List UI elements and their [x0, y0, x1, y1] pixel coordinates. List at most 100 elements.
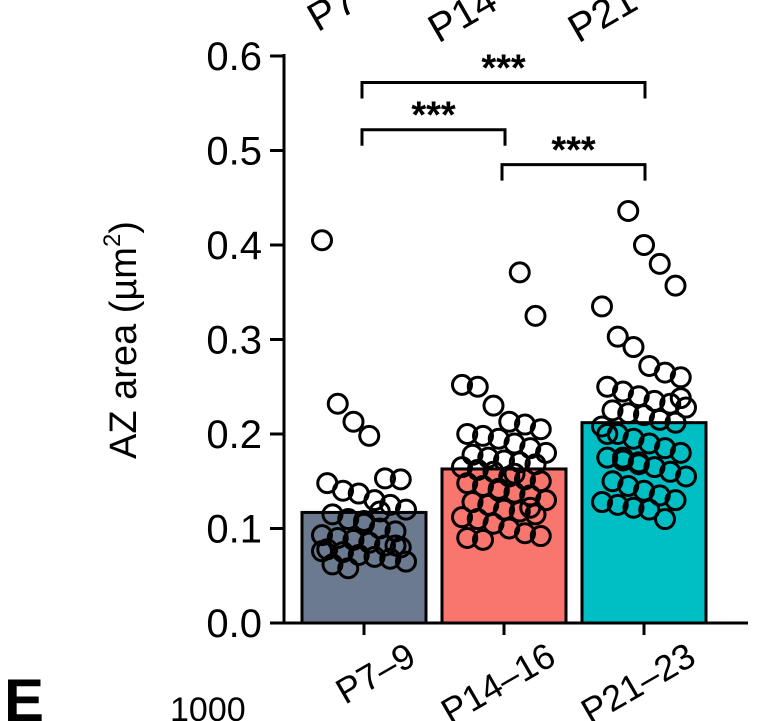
data-point	[596, 446, 619, 469]
data-point	[466, 375, 489, 398]
data-point	[451, 506, 473, 529]
data-point	[395, 550, 417, 573]
data-point	[384, 534, 407, 557]
data-point	[648, 408, 671, 431]
y-axis: 0.0 0.1 0.2 0.3 0.4 0.5 0.6	[206, 35, 286, 646]
data-point	[451, 373, 473, 396]
data-point	[347, 543, 370, 566]
data-point	[648, 484, 671, 507]
cropped-top-labels: P7 P14 P21	[300, 0, 644, 51]
data-point	[514, 522, 536, 545]
data-point	[596, 375, 619, 398]
data-point	[601, 399, 624, 422]
y-axis-label: AZ area (µm2)	[99, 221, 145, 459]
data-point	[675, 465, 697, 488]
data-point	[529, 418, 552, 441]
significance-brackets: *** *** ***	[360, 47, 647, 181]
data-point	[654, 437, 676, 460]
data-point	[456, 423, 479, 445]
data-point	[311, 229, 333, 252]
significance-label: ***	[481, 47, 526, 89]
data-point	[389, 468, 412, 491]
data-point	[638, 432, 661, 455]
data-point	[326, 392, 349, 415]
data-point	[487, 477, 510, 500]
data-point	[508, 261, 531, 284]
data-point	[508, 500, 531, 523]
data-point	[395, 498, 417, 521]
data-point	[606, 423, 629, 445]
significance-label: ***	[411, 95, 456, 137]
y-tick-label: 0.4	[206, 224, 262, 268]
next-panel-fragment: 1000	[170, 691, 246, 721]
data-point	[622, 427, 645, 450]
y-tick-label: 0.3	[206, 319, 262, 363]
data-point	[633, 404, 655, 427]
y-tick-label: 0.1	[206, 508, 262, 552]
significance-bracket	[360, 128, 507, 146]
data-point	[498, 410, 521, 433]
data-point	[379, 547, 402, 570]
y-tick-label: 0.6	[206, 35, 262, 79]
data-point	[332, 479, 354, 502]
x-axis: P7–9 P14–16 P21–23	[282, 621, 748, 721]
y-tick-label: 0.2	[206, 413, 262, 457]
data-point	[638, 498, 661, 521]
data-point	[529, 525, 552, 548]
data-point	[482, 512, 505, 535]
data-point	[524, 304, 547, 327]
top-label-fragment-3: P21	[561, 0, 645, 51]
data-point	[337, 508, 360, 531]
data-point	[659, 460, 682, 483]
data-point	[503, 462, 526, 485]
data-point	[627, 453, 650, 476]
data-point	[596, 423, 619, 445]
data-point	[498, 517, 521, 540]
data-point	[487, 427, 510, 450]
data-point	[648, 252, 671, 275]
data-point	[363, 545, 386, 568]
y-tick-label: 0.0	[206, 602, 262, 646]
data-point	[482, 394, 505, 417]
significance-bracket	[360, 80, 647, 99]
data-point	[606, 325, 629, 348]
data-point	[669, 387, 692, 410]
data-point	[643, 456, 666, 479]
data-point	[591, 491, 613, 514]
y-tick-label: 0.5	[206, 130, 262, 174]
data-points	[311, 199, 697, 580]
data-point	[654, 361, 676, 384]
data-point	[654, 508, 676, 531]
x-tick-label: P7–9	[329, 634, 422, 712]
data-point	[321, 553, 344, 576]
data-point	[617, 402, 640, 425]
data-point	[617, 199, 640, 222]
data-point	[321, 503, 344, 526]
significance-bracket	[500, 163, 647, 181]
data-point	[368, 500, 391, 523]
data-point	[311, 524, 333, 547]
data-point	[612, 380, 634, 403]
data-point	[342, 410, 365, 433]
data-point	[664, 489, 687, 512]
data-point	[456, 526, 479, 549]
significance-label: ***	[551, 130, 596, 172]
data-point	[622, 336, 645, 359]
data-point	[622, 496, 645, 519]
data-point	[374, 467, 396, 490]
data-point	[472, 424, 494, 447]
data-point	[669, 441, 692, 464]
data-point	[514, 413, 536, 436]
data-point	[358, 424, 381, 447]
data-point	[591, 295, 613, 318]
x-tick-label: P14–16	[434, 634, 562, 721]
data-point	[669, 366, 692, 389]
data-point	[524, 503, 547, 526]
panel-letter-fragment: E	[4, 667, 44, 721]
data-point	[664, 411, 687, 434]
top-label-fragment-1: P7	[300, 0, 364, 40]
x-tick-label: P21–23	[574, 634, 702, 721]
data-point	[337, 557, 360, 580]
data-point	[617, 474, 640, 497]
